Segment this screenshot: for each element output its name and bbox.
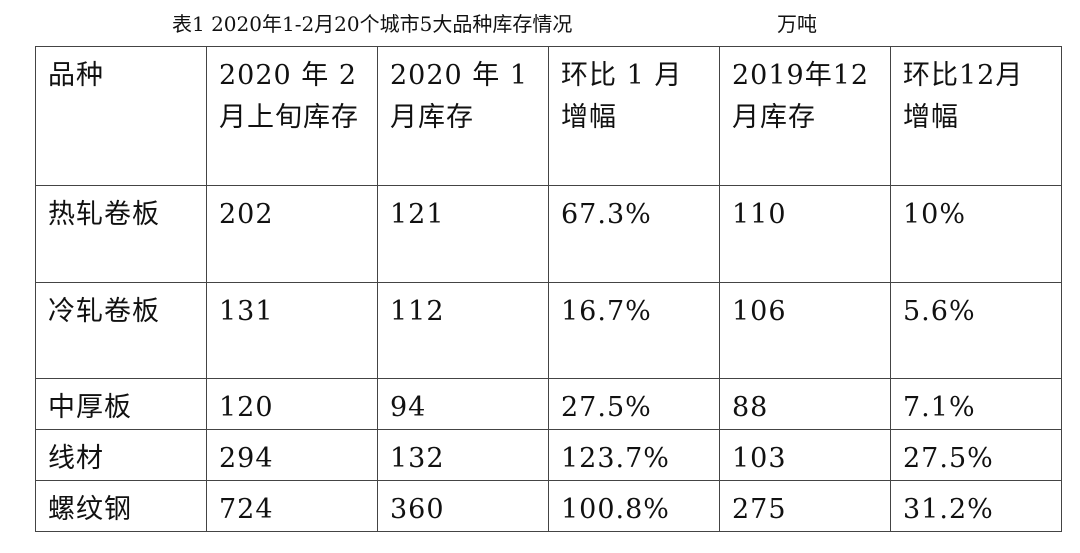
table-cell: 10% [890, 185, 1062, 283]
column-header: 品种 [35, 46, 207, 186]
header-row: 品种 2020 年 2 月上旬库存 2020 年 1 月库存 环比 1 月增幅 2019… [35, 46, 1062, 186]
table-row: 螺纹钢 724 360 100.8% 275 31.2% [35, 480, 1062, 532]
table-cell: 112 [377, 282, 549, 379]
table-cell: 100.8% [548, 480, 720, 532]
table-cell: 103 [719, 429, 891, 481]
table-cell: 110 [719, 185, 891, 283]
column-header: 2020 年 2 月上旬库存 [206, 46, 378, 186]
table-cell: 132 [377, 429, 549, 481]
table-cell: 88 [719, 378, 891, 430]
table-row: 冷轧卷板 131 112 16.7% 106 5.6% [35, 282, 1062, 379]
table-cell: 724 [206, 480, 378, 532]
table-cell: 27.5% [548, 378, 720, 430]
table-cell: 7.1% [890, 378, 1062, 430]
inventory-table: 品种 2020 年 2 月上旬库存 2020 年 1 月库存 环比 1 月增幅 2019… [35, 46, 1062, 532]
table-cell: 线材 [35, 429, 207, 481]
table-row: 热轧卷板 202 121 67.3% 110 10% [35, 185, 1062, 283]
table-cell: 202 [206, 185, 378, 283]
column-header: 环比12月增幅 [890, 46, 1062, 186]
table-cell: 123.7% [548, 429, 720, 481]
table-cell: 131 [206, 282, 378, 379]
table-cell: 294 [206, 429, 378, 481]
table-cell: 中厚板 [35, 378, 207, 430]
table-row: 中厚板 120 94 27.5% 88 7.1% [35, 378, 1062, 430]
column-header: 环比 1 月增幅 [548, 46, 720, 186]
table-cell: 螺纹钢 [35, 480, 207, 532]
unit-label: 万吨 [777, 12, 817, 36]
table-caption: 表1 2020年1-2月20个城市5大品种库存情况 [172, 12, 573, 36]
table-cell: 94 [377, 378, 549, 430]
table-cell: 360 [377, 480, 549, 532]
table-cell: 5.6% [890, 282, 1062, 379]
table-cell: 冷轧卷板 [35, 282, 207, 379]
table-cell: 121 [377, 185, 549, 283]
column-header: 2020 年 1 月库存 [377, 46, 549, 186]
table-cell: 106 [719, 282, 891, 379]
table-cell: 热轧卷板 [35, 185, 207, 283]
table-cell: 67.3% [548, 185, 720, 283]
table-cell: 27.5% [890, 429, 1062, 481]
table-cell: 16.7% [548, 282, 720, 379]
column-header: 2019年12月库存 [719, 46, 891, 186]
table-cell: 275 [719, 480, 891, 532]
table-row: 线材 294 132 123.7% 103 27.5% [35, 429, 1062, 481]
table-cell: 120 [206, 378, 378, 430]
table-cell: 31.2% [890, 480, 1062, 532]
